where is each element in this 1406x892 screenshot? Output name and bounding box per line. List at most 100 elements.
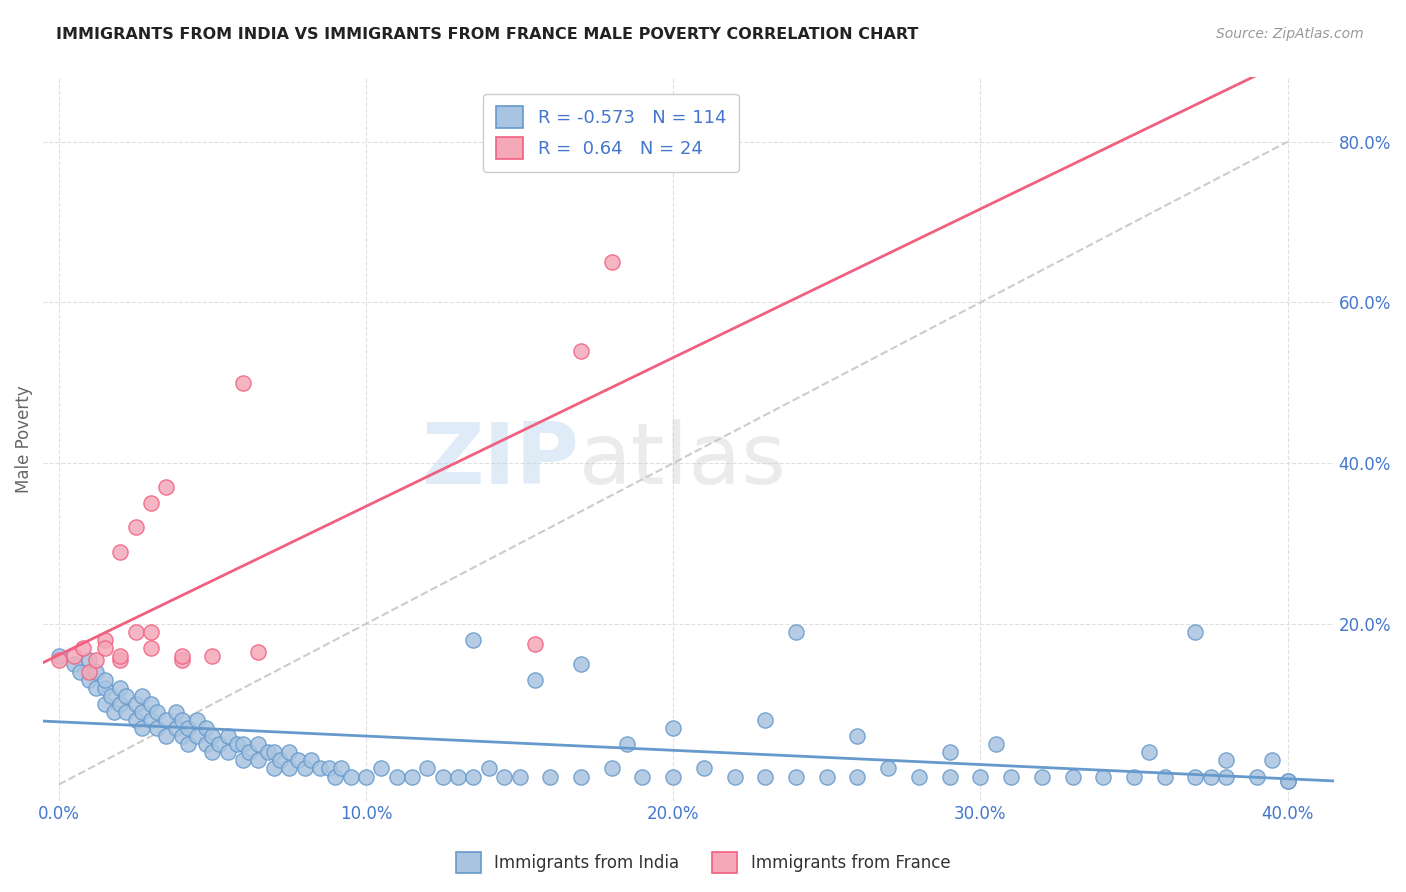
Point (186, 729, 208, 743)
Point (139, 697, 162, 711)
Point (278, 746, 301, 760)
Point (662, 721, 685, 735)
Point (401, 770, 423, 784)
Point (124, 697, 146, 711)
Legend: R = -0.573   N = 114, R =  0.64   N = 24: R = -0.573 N = 114, R = 0.64 N = 24 (484, 94, 738, 172)
Point (1199, 770, 1222, 784)
Point (1137, 746, 1160, 760)
Text: IMMIGRANTS FROM INDIA VS IMMIGRANTS FROM FRANCE MALE POVERTY CORRELATION CHART: IMMIGRANTS FROM INDIA VS IMMIGRANTS FROM… (56, 27, 918, 42)
Point (139, 496, 162, 510)
Point (523, 637, 546, 651)
Point (846, 770, 869, 784)
Point (478, 762, 501, 776)
Point (170, 729, 193, 743)
Point (79, 665, 101, 679)
Point (662, 770, 685, 784)
Point (1215, 754, 1237, 768)
Text: ZIP: ZIP (422, 419, 579, 502)
Point (1031, 770, 1053, 784)
Point (263, 746, 285, 760)
Point (165, 721, 187, 735)
Point (195, 721, 218, 735)
Point (110, 681, 132, 695)
Point (238, 746, 260, 760)
Point (416, 762, 439, 776)
Point (569, 770, 592, 784)
Point (569, 657, 592, 671)
Point (72, 640, 94, 655)
Point (94, 697, 117, 711)
Point (170, 713, 193, 727)
Point (124, 624, 146, 639)
Legend: Immigrants from India, Immigrants from France: Immigrants from India, Immigrants from F… (449, 846, 957, 880)
Point (84, 653, 107, 667)
Point (232, 376, 254, 390)
Point (309, 762, 332, 776)
Point (600, 255, 623, 269)
Point (48, 653, 70, 667)
Point (48, 648, 70, 663)
Point (94, 673, 117, 687)
Point (1184, 770, 1206, 784)
Point (1123, 770, 1146, 784)
Point (1246, 770, 1268, 784)
Point (186, 713, 208, 727)
Point (523, 673, 546, 687)
Point (170, 648, 193, 663)
Point (385, 770, 408, 784)
Point (1277, 773, 1299, 788)
Point (170, 653, 193, 667)
Point (785, 770, 807, 784)
Point (115, 705, 138, 719)
Point (139, 713, 162, 727)
Point (938, 746, 960, 760)
Point (63, 648, 86, 663)
Point (124, 713, 146, 727)
Point (217, 729, 239, 743)
Point (1153, 770, 1175, 784)
Point (139, 624, 162, 639)
Point (969, 770, 991, 784)
Point (631, 770, 654, 784)
Point (815, 770, 838, 784)
Point (201, 746, 224, 760)
Point (447, 770, 470, 784)
Point (1000, 770, 1022, 784)
Point (693, 762, 716, 776)
Point (247, 645, 270, 659)
Point (63, 657, 86, 671)
Point (1215, 770, 1237, 784)
Point (908, 770, 931, 784)
Y-axis label: Male Poverty: Male Poverty (15, 385, 32, 493)
Point (299, 754, 322, 768)
Point (785, 624, 807, 639)
Point (354, 770, 377, 784)
Point (463, 770, 485, 784)
Point (139, 640, 162, 655)
Point (723, 770, 745, 784)
Point (146, 721, 169, 735)
Point (226, 737, 249, 751)
Point (201, 729, 224, 743)
Point (110, 697, 132, 711)
Point (494, 770, 516, 784)
Point (195, 737, 218, 751)
Point (323, 770, 346, 784)
Point (94, 640, 117, 655)
Point (339, 770, 361, 784)
Point (165, 705, 187, 719)
Point (1261, 754, 1284, 768)
Point (269, 754, 291, 768)
Text: atlas: atlas (579, 419, 787, 502)
Point (155, 729, 177, 743)
Point (84, 665, 107, 679)
Point (287, 754, 309, 768)
Point (155, 713, 177, 727)
Point (115, 689, 138, 703)
Point (463, 632, 485, 647)
Point (569, 343, 592, 358)
Point (263, 762, 285, 776)
Point (538, 770, 561, 784)
Point (103, 705, 125, 719)
Point (1092, 770, 1115, 784)
